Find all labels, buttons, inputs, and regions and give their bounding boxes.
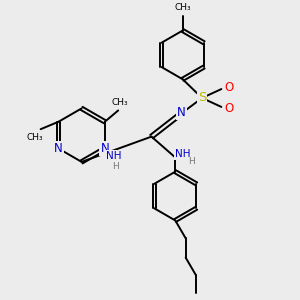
Text: CH₃: CH₃ bbox=[111, 98, 128, 106]
Text: O: O bbox=[224, 102, 233, 115]
Text: H: H bbox=[112, 162, 118, 171]
Text: N: N bbox=[54, 142, 63, 155]
Text: H: H bbox=[188, 158, 195, 166]
Text: NH: NH bbox=[106, 151, 121, 161]
Text: O: O bbox=[224, 81, 233, 94]
Text: N: N bbox=[100, 142, 109, 155]
Text: N: N bbox=[177, 106, 186, 119]
Text: CH₃: CH₃ bbox=[26, 133, 43, 142]
Text: S: S bbox=[198, 92, 206, 104]
Text: CH₃: CH₃ bbox=[174, 3, 191, 12]
Text: NH: NH bbox=[175, 149, 190, 160]
